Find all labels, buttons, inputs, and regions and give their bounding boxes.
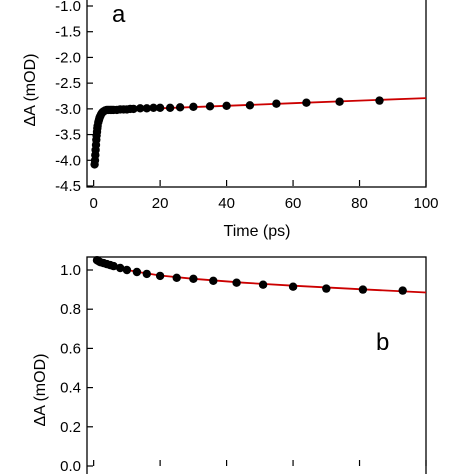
panel-b-data-points [92,256,407,295]
panel-b-data-point [109,261,118,271]
panel-b-data-point [232,278,241,287]
panel-a-data-point [222,101,231,111]
panel-a-data-point [272,99,281,108]
panel-a-data-point [205,102,215,111]
panel-a-x-tick-label: 0 [89,195,97,212]
panel-a-data-point [189,102,198,112]
panel-b-data-point [155,271,165,281]
panel-a-y-tick-label: -2.0 [55,49,81,66]
panel-a-data-point [136,104,145,113]
panel-b-y-tick-label: 0.0 [60,458,81,474]
panel-a-y-tick-label: -1.0 [55,0,81,15]
panel-b-data-point [288,282,298,291]
panel-a-x-tick-label: 60 [285,195,302,212]
panel-b-y-axis: 0.0 0.2 0.4 0.6 0.8 1.0 [60,262,93,474]
panel-a-data-point [149,103,158,113]
panel-a-y-tick-label: -3.5 [55,127,81,144]
panel-b-data-point [142,269,151,279]
panel-b-y-tick-label: 1.0 [60,262,81,279]
panel-a-x-tick-label: 80 [351,195,368,212]
panel-b-data-point [322,284,331,293]
panel-a-y-tick-label: -1.5 [55,24,81,41]
panel-a-data-point [335,97,344,106]
panel-a-data-point [375,96,384,105]
panel-a-data-point [142,104,151,113]
panel-a-x-tick-label: 20 [152,195,169,212]
panel-a-x-axis-label: Time (ps) [224,223,291,240]
panel-b-chart: 0.0 0.2 0.4 0.6 0.8 1.0 b ΔA (mOD) [32,256,427,474]
panel-a-data-point [302,98,311,107]
panel-b-y-tick-label: 0.2 [60,419,81,436]
panel-b-data-point [258,280,268,289]
panel-b-y-tick-label: 0.6 [60,340,81,357]
panel-b-label: b [376,329,389,356]
panel-a-data-point [175,103,185,112]
panel-b-data-point [358,285,368,294]
panel-a-data-point [155,103,165,113]
panel-a-x-tick-label: 100 [413,195,438,212]
panel-a-y-tick-label: -4.0 [55,152,81,169]
panel-b-data-point [116,263,125,273]
panel-b-data-point [209,276,218,285]
panel-b-y-tick-label: 0.8 [60,301,81,318]
panel-a-label: a [112,1,126,28]
panel-a-chart: -1.0 -1.5 -2.0 -2.5 -3.0 -3.5 -4.0 -4.5 0 20 40 60… [22,0,439,240]
panel-b-data-point [398,286,407,295]
panel-b-data-point [122,265,132,275]
panel-b-data-point [189,274,198,283]
panel-b-y-tick-label: 0.4 [60,380,81,397]
panel-a-y-tick-label: -2.5 [55,75,81,92]
panel-a-data-point [165,103,175,113]
panel-b-data-point [172,273,181,282]
panel-a-data-point [129,104,138,114]
panel-a-data-points [90,96,384,169]
panel-b-y-axis-label: ΔA (mOD) [32,354,49,427]
panel-a-data-point [245,101,255,110]
panel-a-plot-frame [86,0,427,188]
panel-b-x-axis [93,460,427,466]
panel-a-y-tick-label: -3.0 [55,101,81,118]
panel-a-x-tick-label: 40 [218,195,235,212]
panel-a-y-tick-label: -4.5 [55,178,81,195]
panel-b-plot-frame [86,256,427,474]
panel-a-y-axis: -1.0 -1.5 -2.0 -2.5 -3.0 -3.5 -4.0 -4.5 [55,0,93,195]
panel-a-y-axis-label: ΔA (mOD) [22,54,39,127]
panel-b-data-point [132,267,142,277]
panel-a-x-axis: 0 20 40 60 80 100 [89,180,439,212]
